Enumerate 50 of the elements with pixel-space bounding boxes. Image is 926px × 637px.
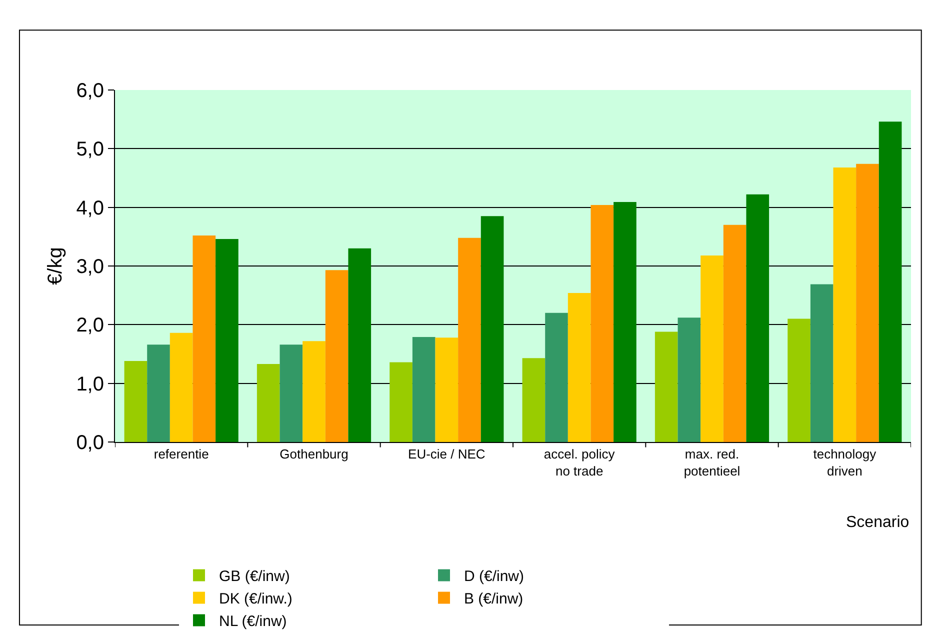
bar <box>325 270 348 442</box>
bar <box>348 248 372 442</box>
bar <box>833 167 856 442</box>
bar <box>458 238 481 442</box>
legend-label: B (€/inw) <box>464 590 524 608</box>
bar <box>746 194 770 442</box>
x-tick-label: accel. policy no trade <box>544 446 616 478</box>
y-tick-label: 0,0 <box>76 432 104 454</box>
x-tick-label: max. red. potentieel <box>684 446 740 478</box>
x-tick-label: EU-cie / NEC <box>408 446 486 462</box>
bar <box>170 332 193 442</box>
y-tick-label: 3,0 <box>76 256 104 278</box>
bar <box>878 122 902 442</box>
bar <box>654 332 678 442</box>
bar <box>788 318 810 442</box>
bar <box>124 361 148 442</box>
x-axis-title: Scenario <box>846 514 910 531</box>
bar <box>390 362 412 442</box>
x-tick-label: referentie <box>154 446 209 462</box>
bar <box>700 255 724 442</box>
bar <box>856 164 879 442</box>
legend-label: GB (€/inw) <box>219 568 290 586</box>
bar <box>522 358 546 442</box>
bar <box>614 202 636 442</box>
legend-label: D (€/inw) <box>464 568 524 586</box>
bar <box>568 292 591 442</box>
bar <box>192 235 216 442</box>
bar <box>723 224 746 442</box>
bar <box>545 312 568 442</box>
x-tick-label: Gothenburg <box>280 446 348 462</box>
y-tick-label: 2,0 <box>76 314 104 337</box>
bar <box>216 239 238 442</box>
bar <box>147 344 170 442</box>
bar <box>412 336 436 442</box>
bar <box>435 338 458 442</box>
bar <box>810 284 834 442</box>
y-axis-title: €/kg <box>44 247 67 285</box>
bar <box>480 216 504 442</box>
legend-label: NL (€/inw) <box>219 613 287 630</box>
bar <box>302 341 326 442</box>
bar <box>590 204 614 442</box>
bar <box>280 344 303 442</box>
legend-label: DK (€/inw.) <box>219 590 292 608</box>
y-tick-label: 5,0 <box>76 138 104 161</box>
y-tick-label: 4,0 <box>76 197 104 220</box>
x-tick-label: technology driven <box>813 446 877 478</box>
bar <box>256 364 280 442</box>
y-tick-label: 6,0 <box>76 80 104 102</box>
y-tick-label: 1,0 <box>76 373 104 396</box>
bar <box>678 318 701 442</box>
